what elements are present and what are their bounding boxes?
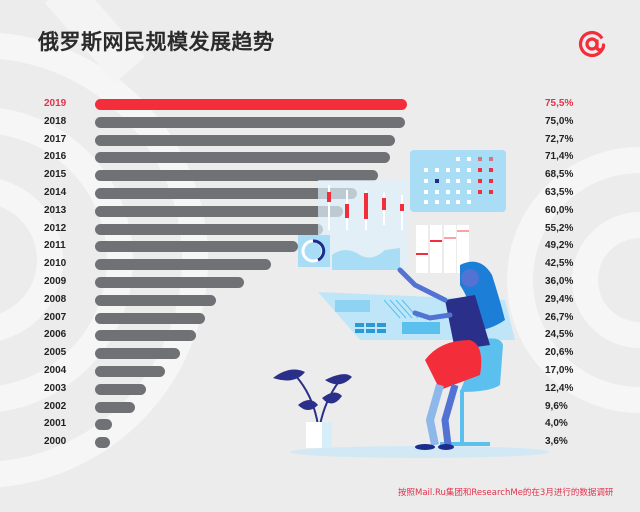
bar <box>95 277 244 288</box>
bar-row-2014: 2014 63,5% <box>0 185 640 203</box>
year-label: 2009 <box>44 276 67 287</box>
year-label: 2008 <box>44 293 67 305</box>
bar-row-2004: 2004 17,0% <box>0 363 640 381</box>
year-label: 2016 <box>44 151 67 163</box>
bar <box>95 330 197 342</box>
bar <box>95 383 147 395</box>
bar <box>95 348 181 360</box>
at-sign-icon <box>578 30 606 58</box>
bar <box>95 223 324 235</box>
bar-row-2017: 2017 72,7% <box>0 132 640 150</box>
year-label: 2013 <box>44 204 67 216</box>
bar <box>95 419 112 431</box>
bar-row-2012: 2012 55,2% <box>0 221 640 239</box>
bar <box>95 366 166 377</box>
bar <box>95 188 358 199</box>
value-label: 60,0% <box>545 204 574 216</box>
year-label: 2000 <box>44 436 67 448</box>
value-label: 9,6% <box>545 400 568 412</box>
bar <box>95 312 206 324</box>
bar <box>95 259 271 271</box>
year-label: 2007 <box>44 311 67 323</box>
value-label: 42,5% <box>545 258 574 270</box>
year-label: 2004 <box>44 365 67 376</box>
bar-row-2001: 2001 4,0% <box>0 416 640 434</box>
bar-row-2008: 2008 29,4% <box>0 292 640 310</box>
value-label: 4,0% <box>545 418 568 430</box>
value-label: 75,0% <box>545 115 574 127</box>
value-label: 12,4% <box>545 382 574 394</box>
value-label: 17,0% <box>545 365 574 376</box>
bar <box>95 401 135 413</box>
bar-row-2016: 2016 71,4% <box>0 149 640 167</box>
value-label: 63,5% <box>545 187 574 198</box>
value-label: 68,5% <box>545 169 574 181</box>
value-label: 72,7% <box>545 133 574 145</box>
value-label: 55,2% <box>545 222 574 234</box>
year-label: 2003 <box>44 382 67 394</box>
year-label: 2019 <box>44 98 67 109</box>
year-label: 2012 <box>44 222 67 234</box>
bar-row-2002: 2002 9,6% <box>0 399 640 417</box>
value-label: 3,6% <box>545 436 568 448</box>
value-label: 36,0% <box>545 276 574 287</box>
value-label: 49,2% <box>545 240 574 252</box>
year-label: 2011 <box>44 240 66 252</box>
year-label: 2018 <box>44 115 67 127</box>
year-label: 2005 <box>44 347 67 359</box>
year-label: 2002 <box>44 400 67 412</box>
year-label: 2010 <box>44 258 67 270</box>
bar <box>95 241 299 253</box>
year-label: 2015 <box>44 169 67 181</box>
value-label: 75,5% <box>545 98 574 109</box>
value-label: 20,6% <box>545 347 574 359</box>
source-footnote: 按照Mail.Ru集团和ResearchMe的在3月进行的数据调研 <box>398 488 614 498</box>
bar-row-2015: 2015 68,5% <box>0 167 640 185</box>
bar-row-2018: 2018 75,0% <box>0 114 640 132</box>
value-label: 24,5% <box>545 329 574 341</box>
year-label: 2001 <box>44 418 67 430</box>
year-label: 2017 <box>44 133 67 145</box>
bar-row-2009: 2009 36,0% <box>0 274 640 292</box>
bar <box>95 99 407 110</box>
bar-row-2013: 2013 60,0% <box>0 203 640 221</box>
bar-row-2011: 2011 49,2% <box>0 238 640 256</box>
bar-row-2006: 2006 24,5% <box>0 327 640 345</box>
bar <box>95 152 391 164</box>
year-label: 2014 <box>44 187 67 198</box>
bar <box>95 205 343 217</box>
bar-row-2005: 2005 20,6% <box>0 345 640 363</box>
bar-row-2019: 2019 75,5% <box>0 96 640 114</box>
value-label: 71,4% <box>545 151 574 163</box>
bar-row-2007: 2007 26,7% <box>0 310 640 328</box>
year-label: 2006 <box>44 329 67 341</box>
bar-row-2000: 2000 3,6% <box>0 434 640 452</box>
value-label: 29,4% <box>545 293 574 305</box>
bar <box>95 116 405 128</box>
bar <box>95 134 396 146</box>
bar <box>95 437 110 449</box>
bar <box>95 170 379 182</box>
bar-row-2010: 2010 42,5% <box>0 256 640 274</box>
chart-title: 俄罗斯网民规模发展趋势 <box>38 30 275 54</box>
bar-row-2003: 2003 12,4% <box>0 381 640 399</box>
bar <box>95 294 217 306</box>
value-label: 26,7% <box>545 311 574 323</box>
